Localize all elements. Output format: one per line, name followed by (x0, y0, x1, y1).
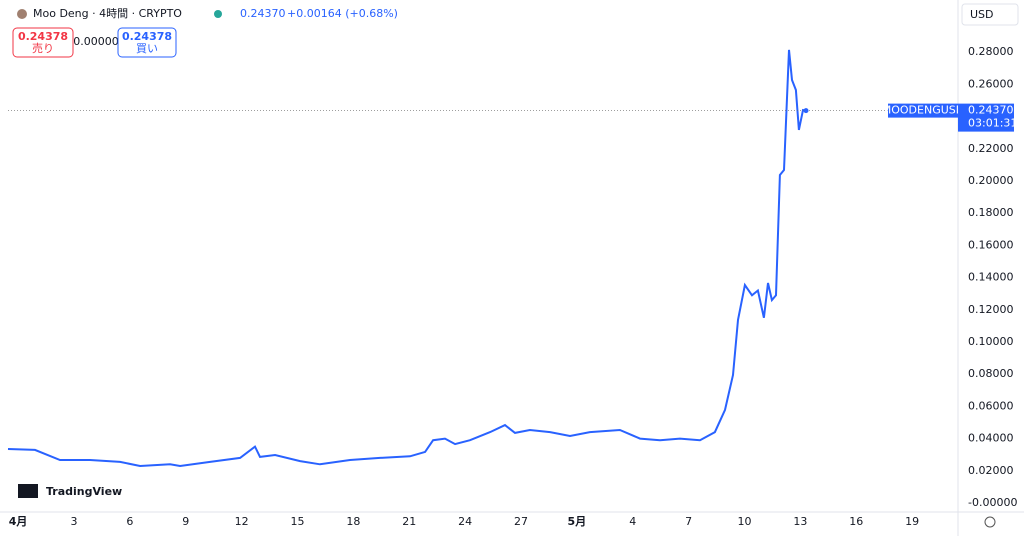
symbol-tag (888, 103, 958, 118)
buy-price[interactable]: 0.24378 (122, 30, 172, 43)
x-tick-label: 10 (738, 515, 752, 528)
y-tick-label: 0.10000 (968, 335, 1014, 348)
y-tick-label: 0.26000 (968, 77, 1014, 90)
y-tick-label: -0.00000 (968, 496, 1017, 509)
price-tag (958, 103, 1014, 132)
symbol-icon (17, 9, 27, 19)
y-tick-label: 0.20000 (968, 174, 1014, 187)
y-tick-label: 0.22000 (968, 142, 1014, 155)
currency-button[interactable] (961, 3, 1019, 26)
symbol-tag-label: MOODENGUSD (882, 104, 964, 117)
sell-price[interactable]: 0.24378 (18, 30, 68, 43)
last-price: 0.24370 (240, 7, 286, 20)
price-tag-countdown: 03:01:31 (968, 117, 1017, 130)
x-tick-label: 4 (629, 515, 636, 528)
buy-button[interactable] (117, 27, 177, 58)
y-tick-label: 0.16000 (968, 238, 1014, 251)
settings-icon[interactable] (984, 516, 996, 528)
price-tag-value: 0.24370 (968, 104, 1014, 117)
sell-button[interactable] (12, 27, 74, 58)
y-tick-label: 0.14000 (968, 271, 1014, 284)
x-tick-label: 12 (235, 515, 249, 528)
x-tick-label: 19 (905, 515, 919, 528)
brand: TradingView (46, 485, 122, 498)
x-tick-label: 15 (290, 515, 304, 528)
x-tick-label: 24 (458, 515, 472, 528)
spread: 0.00000 (73, 35, 119, 48)
currency[interactable]: USD (970, 8, 994, 21)
price-line (7, 49, 807, 468)
y-tick-label: 0.08000 (968, 367, 1014, 380)
x-tick-label: 6 (126, 515, 133, 528)
symbol-title: Moo Deng · 4時間 · CRYPTO (33, 7, 182, 20)
y-tick-label: 0.04000 (968, 432, 1014, 445)
x-tick-label: 3 (70, 515, 77, 528)
status-dot (214, 10, 222, 18)
y-tick-label: 0.28000 (968, 45, 1014, 58)
x-tick-label: 21 (402, 515, 416, 528)
y-tick-label: 0.06000 (968, 399, 1014, 412)
buy-label[interactable]: 買い (136, 42, 158, 55)
x-tick-label: 5月 (568, 515, 587, 528)
x-tick-label: 7 (685, 515, 692, 528)
brand-logo (18, 484, 38, 498)
sell-label[interactable]: 売り (32, 42, 54, 55)
x-tick-label: 13 (793, 515, 807, 528)
y-tick-label: 0.02000 (968, 464, 1014, 477)
x-tick-label: 16 (849, 515, 863, 528)
last-point (803, 108, 809, 114)
y-tick-label: 0.12000 (968, 303, 1014, 316)
price-change: +0.00164 (+0.68%) (287, 7, 398, 20)
y-tick-label: 0.18000 (968, 206, 1014, 219)
x-tick-label: 4月 (9, 515, 28, 528)
x-tick-label: 27 (514, 515, 528, 528)
x-tick-label: 9 (182, 515, 189, 528)
x-tick-label: 18 (346, 515, 360, 528)
